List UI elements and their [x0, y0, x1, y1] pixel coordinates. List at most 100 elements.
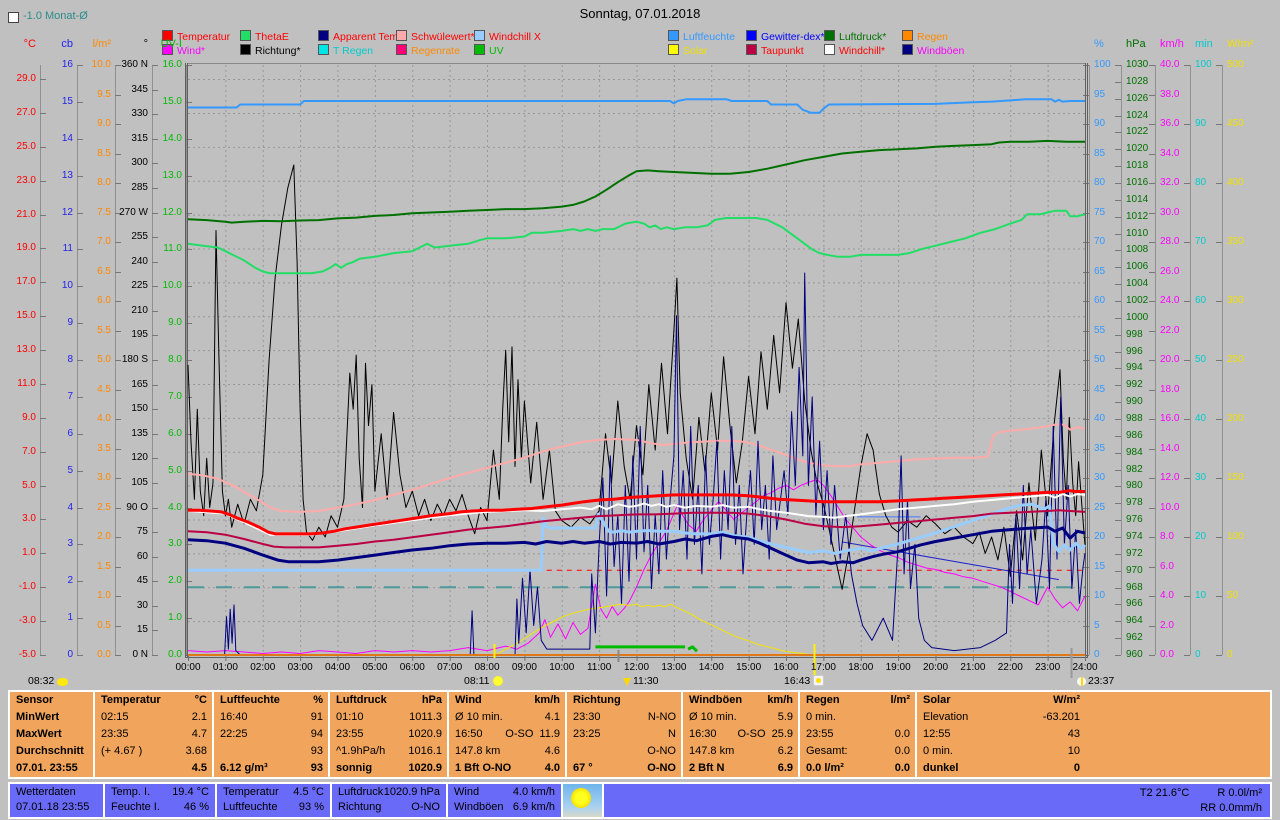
- legend-item-richtung-[interactable]: Richtung*: [240, 44, 301, 57]
- axis-tick-label: 360 N: [121, 59, 148, 70]
- axis-tick-label: 1020: [1126, 143, 1149, 155]
- axis-tick: [115, 360, 121, 361]
- axis-tick: [152, 384, 158, 386]
- axis-tick-label: 65: [1094, 265, 1106, 277]
- axis-tick-label: 75: [1094, 206, 1106, 218]
- series-richtung: [187, 164, 1086, 590]
- legend-item-gewitter-dex-[interactable]: Gewitter-dex*: [746, 30, 825, 43]
- table-cell-label: (+ 4.67 ): [101, 745, 143, 757]
- status-value: O-NO: [411, 801, 440, 813]
- axis-tick: [40, 655, 46, 656]
- axis-tick-label: 5: [1094, 619, 1100, 631]
- axis-tick-label: 3.5: [97, 442, 111, 454]
- axis-tick-label: 978: [1126, 497, 1143, 509]
- table-cell-value: 0.0: [894, 728, 910, 740]
- axis-tick-label: 95: [1094, 88, 1106, 100]
- month-average-checkbox[interactable]: [8, 12, 19, 23]
- axis-tick-label: 20: [1195, 531, 1207, 542]
- axis-tick: [1115, 284, 1121, 286]
- axis-tick: [1184, 478, 1190, 479]
- legend-item-luftdruck-[interactable]: Luftdruck*: [824, 30, 886, 43]
- legend-item-thetae[interactable]: ThetaE: [240, 30, 289, 43]
- axis-tick-label: 9.0: [168, 317, 182, 329]
- status-cell-1: Temp. I. 19.4 °C Feuchte I. 46 %: [105, 784, 217, 817]
- x-axis-tick-label: 02:00: [250, 662, 276, 673]
- axis-tick-label: 6.5: [97, 265, 111, 277]
- table-cell-value: 6.2: [777, 745, 793, 757]
- axis-tick: [186, 323, 192, 325]
- axis-tick: [77, 138, 83, 140]
- axis-tick: [1149, 537, 1155, 538]
- table-cell: 12:55 43: [923, 728, 1080, 745]
- legend-item-wind-[interactable]: Wind*: [162, 44, 205, 57]
- status-value: 4.0 km/h: [512, 786, 555, 798]
- axis-tick-label: 1.0: [97, 590, 111, 601]
- legend-item-t-regen[interactable]: T Regen: [318, 44, 373, 57]
- axis-tick-label: 9.0: [22, 411, 36, 423]
- axis-tick-label: 5.5: [97, 324, 111, 336]
- axis-tick-label: 15: [61, 95, 73, 107]
- axis-tick-label: 12: [61, 206, 73, 218]
- status-cell-4: Wind 4.0 km/h Windböen 6.9 km/h: [448, 784, 563, 817]
- x-axis-tick-label: 16:00: [773, 662, 799, 673]
- table-cell: O-NO: [573, 745, 676, 762]
- table-cell-label: 0 min.: [923, 745, 953, 757]
- axis-tick: [115, 65, 121, 66]
- axis-tick: [40, 214, 46, 216]
- status-value: 6.9 km/h: [512, 801, 555, 813]
- axis-tick-label: 90: [1094, 118, 1106, 129]
- legend-item-luftfeuchte[interactable]: Luftfeuchte: [668, 30, 735, 43]
- axis-tick-label: 1.0: [22, 547, 36, 559]
- table-cell: Ø 10 min. 5.9: [689, 711, 793, 728]
- axis-tick: [152, 286, 158, 288]
- legend-item-windb-en[interactable]: Windböen: [902, 44, 964, 57]
- axis-tick: [152, 163, 158, 165]
- table-column-unit: %: [313, 694, 323, 706]
- table-row-header: Sensor: [16, 694, 54, 706]
- axis-tick: [1184, 301, 1190, 302]
- table-cell-label: Gesamt:: [806, 745, 848, 757]
- legend-item-label: Solar: [683, 45, 708, 57]
- status-cell-3: Luftdruck 1020.9 hPa Richtung O-NO: [332, 784, 448, 817]
- legend-item-apparent-tem[interactable]: Apparent Tem: [318, 30, 398, 43]
- series-windchill-x: [188, 502, 1087, 572]
- table-column-header: Luftfeuchte: [220, 694, 280, 706]
- legend-item-temperatur[interactable]: Temperatur: [162, 30, 230, 43]
- legend-item-windchill-x[interactable]: Windchill X: [474, 30, 541, 43]
- axis-tick: [115, 301, 121, 302]
- table-cell: 2 Bft N 6.9: [689, 762, 793, 779]
- page-title: Sonntag, 07.01.2018: [579, 6, 701, 21]
- axis-tick: [152, 335, 158, 337]
- axis-line-C: [40, 65, 41, 655]
- axis-tick: [1115, 452, 1121, 454]
- table-column-header: Temperatur: [101, 694, 161, 706]
- axis-tick: [115, 94, 121, 96]
- axis-tick-label: 80: [1094, 177, 1106, 188]
- axis-unit-label: UV-I: [160, 38, 182, 50]
- legend-item-regenrate[interactable]: Regenrate: [396, 44, 460, 57]
- axis-tick: [1115, 368, 1121, 370]
- rainrate-value: RR 0.0mm/h: [1200, 802, 1262, 814]
- table-cell-value: 0.0: [894, 762, 910, 774]
- legend-item-label: Regen: [917, 31, 948, 43]
- axis-tick: [40, 248, 46, 250]
- status-value: 1020.9 hPa: [383, 786, 440, 798]
- status-cell-0: Wetterdaten 07.01.18 23:55: [10, 784, 105, 817]
- axis-tick: [40, 79, 46, 81]
- axis-tick: [186, 433, 192, 435]
- table-cell-value: O-NO: [647, 762, 676, 774]
- axis-tick: [1115, 199, 1121, 201]
- legend-item-solar[interactable]: Solar: [668, 44, 708, 57]
- axis-tick: [1216, 419, 1222, 420]
- legend-item-taupunkt[interactable]: Taupunkt: [746, 44, 804, 57]
- legend-item-schw-lewert-[interactable]: Schwülewert*: [396, 30, 475, 43]
- legend-item-windchill-[interactable]: Windchill*: [824, 44, 885, 57]
- axis-tick: [186, 249, 192, 251]
- table-cell-label: 147.8 km: [689, 745, 735, 757]
- axis-tick: [40, 587, 46, 589]
- legend-item-uv[interactable]: UV: [474, 44, 504, 57]
- axis-tick-label: 6.0: [168, 427, 182, 439]
- legend-item-regen[interactable]: Regen: [902, 30, 948, 43]
- table-cell: (+ 4.67 ) 3.68: [101, 745, 207, 762]
- axis-tick: [1216, 655, 1222, 656]
